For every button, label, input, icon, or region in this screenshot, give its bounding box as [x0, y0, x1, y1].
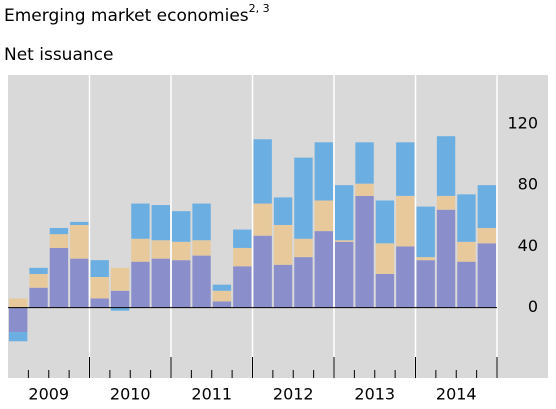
bar-segment — [355, 142, 374, 184]
bar-segment — [436, 209, 456, 308]
bar-segment — [457, 194, 476, 242]
bar-segment — [172, 260, 191, 308]
bar-segment — [110, 267, 130, 291]
bar-segment — [335, 185, 354, 241]
x-year-label: 2014 — [436, 385, 477, 404]
bar-segment — [151, 240, 170, 259]
bar-segment — [253, 235, 272, 308]
bar-segment — [212, 301, 232, 308]
bar-segment — [70, 224, 89, 259]
bar-segment — [233, 266, 252, 308]
y-tick-label: 80 — [518, 175, 538, 194]
bar-segment — [192, 240, 211, 256]
bar-segment — [335, 241, 354, 308]
x-year-label: 2011 — [191, 385, 232, 404]
x-year-label: 2009 — [28, 385, 69, 404]
bar-segment — [90, 298, 109, 308]
bar-segment — [396, 246, 415, 308]
bar-segment — [457, 241, 476, 262]
bar-segment — [192, 203, 211, 241]
bar-segment — [172, 241, 191, 261]
bar-segment — [273, 224, 293, 265]
bar-segment — [9, 332, 28, 342]
bar-segment — [375, 243, 395, 274]
bar-segment — [355, 183, 374, 196]
bar-segment — [49, 228, 69, 235]
bar-segment — [192, 255, 211, 308]
bar-segment — [9, 298, 28, 308]
bar-segment — [355, 195, 374, 308]
y-tick-label: 40 — [518, 236, 538, 255]
bar-segment — [110, 307, 130, 311]
bar-segment — [396, 142, 415, 196]
bar-segment — [477, 228, 496, 244]
bar-segment — [294, 157, 313, 239]
bar-segment — [416, 257, 435, 261]
bar-segment — [457, 261, 476, 308]
bar-segment — [29, 287, 48, 308]
bar-segment — [314, 200, 333, 232]
bar-segment — [436, 136, 456, 196]
bar-segment — [90, 260, 109, 277]
bar-segment — [49, 234, 69, 248]
bar-segment — [375, 273, 395, 308]
chart-title: Emerging market economies2, 3 — [4, 2, 270, 26]
bar-segment — [131, 238, 150, 262]
bar-segment — [314, 142, 333, 201]
bar-segment — [416, 206, 435, 258]
bar-segment — [253, 203, 272, 236]
bar-segment — [49, 247, 69, 308]
bar-segment — [477, 243, 496, 308]
bar-segment — [90, 277, 109, 299]
title-superscript: 2, 3 — [249, 2, 270, 15]
bar-segment — [294, 257, 313, 308]
bar-segment — [172, 211, 191, 242]
bar-segment — [436, 195, 456, 210]
bar-segment — [70, 258, 89, 308]
bar-segment — [9, 307, 28, 333]
bar-segment — [477, 185, 496, 229]
bar-segment — [29, 267, 48, 274]
bar-segment — [335, 240, 354, 242]
bar-segment — [212, 290, 232, 302]
x-year-label: 2012 — [273, 385, 314, 404]
bar-segment — [212, 284, 232, 291]
bar-segment — [29, 273, 48, 288]
bar-segment — [110, 290, 130, 308]
bar-segment — [151, 205, 170, 241]
bar-segment — [273, 264, 293, 308]
y-tick-label: 120 — [507, 113, 538, 132]
bar-segment — [233, 229, 252, 248]
bar-segment — [314, 231, 333, 308]
bar-segment — [273, 197, 293, 225]
bar-segment — [416, 260, 435, 308]
x-year-label: 2010 — [110, 385, 151, 404]
bar-segment — [253, 139, 272, 204]
bar-segment — [375, 200, 395, 244]
bar-segment — [131, 261, 150, 308]
x-year-label: 2013 — [354, 385, 395, 404]
bar-segment — [233, 247, 252, 267]
title-text: Emerging market economies — [4, 6, 249, 26]
chart-subtitle: Net issuance — [4, 45, 113, 65]
y-tick-label: 0 — [528, 297, 538, 316]
bar-segment — [396, 195, 415, 247]
bar-segment — [294, 238, 313, 258]
bar-segment — [131, 203, 150, 239]
bar-segment — [151, 258, 170, 308]
bar-segment — [70, 221, 89, 225]
